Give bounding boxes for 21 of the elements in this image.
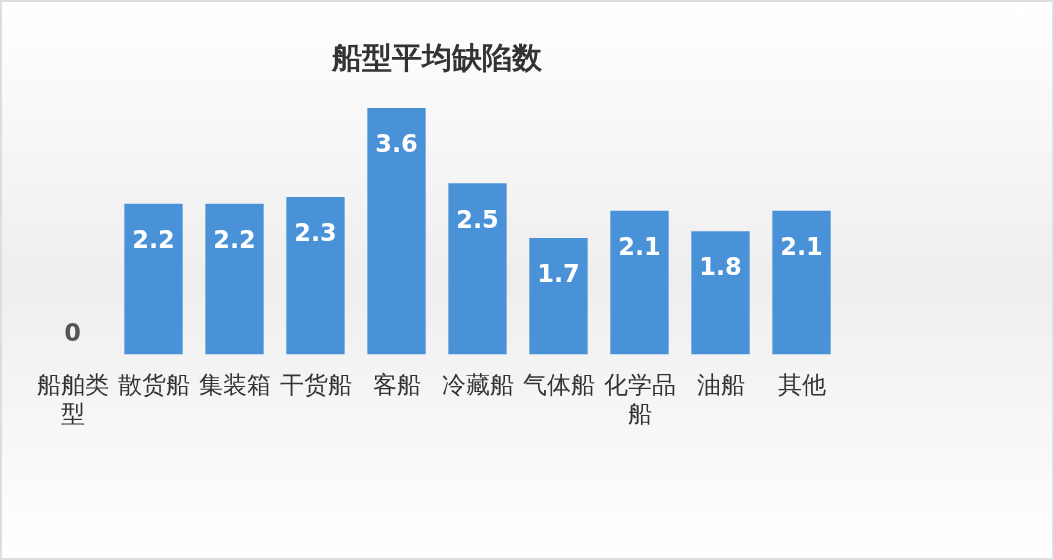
data-label: 2.1 [780, 232, 823, 261]
x-tick-label: 集装箱 [198, 371, 271, 400]
data-label: 2.2 [132, 226, 175, 255]
x-tick-label: 化学品船 [603, 371, 676, 428]
data-label: 2.1 [618, 232, 661, 261]
x-tick-label: 油船 [696, 371, 745, 400]
x-tick-label: 船舶类型 [36, 371, 109, 428]
data-label: 0 [64, 318, 81, 347]
x-tick-label: 其他 [777, 371, 826, 400]
data-label: 1.7 [537, 260, 580, 289]
x-tick-label: 散货船 [117, 371, 190, 400]
x-tick-label: 气体船 [522, 371, 595, 400]
x-tick-label: 冷藏船 [441, 371, 514, 400]
data-label: 1.8 [699, 253, 742, 282]
data-label: 2.2 [213, 226, 256, 255]
x-tick-label: 干货船 [279, 371, 352, 400]
data-label: 2.3 [294, 219, 337, 248]
x-tick-label: 客船 [372, 371, 421, 400]
chart-title: 船型平均缺陷数 [331, 39, 543, 75]
data-label: 3.6 [375, 130, 418, 159]
data-label: 2.5 [456, 205, 499, 234]
